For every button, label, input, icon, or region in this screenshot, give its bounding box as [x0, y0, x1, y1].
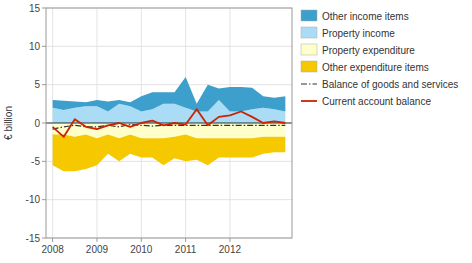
tick	[185, 238, 186, 242]
legend-label: Other expenditure items	[322, 62, 429, 73]
tick	[42, 199, 46, 200]
legend-label: Balance of goods and services	[322, 79, 458, 90]
area	[53, 135, 286, 172]
plot-area	[46, 77, 292, 171]
line	[53, 109, 286, 137]
grid	[46, 8, 292, 238]
tick	[42, 238, 46, 239]
legend-swatch	[301, 44, 317, 55]
legend-swatch	[301, 100, 317, 102]
legend-swatch	[301, 10, 317, 21]
tick	[42, 46, 46, 47]
tick-label: 0	[34, 118, 40, 129]
tick-label: -5	[31, 156, 40, 167]
grid-line	[46, 84, 292, 85]
tick	[229, 238, 230, 242]
legend-label: Current account balance	[322, 96, 431, 107]
tick	[42, 84, 46, 85]
tick	[141, 238, 142, 242]
tick-label: 2011	[175, 244, 197, 255]
legend-swatch	[301, 83, 317, 84]
legend-label: Property expenditure	[322, 45, 415, 56]
legend: Other income items Property income Propert…	[301, 10, 458, 107]
tick-label: 15	[29, 3, 41, 14]
chart: -15 -10 -5 0 5 10 15 2008 2009 2010 2011 2012 € bill…	[0, 0, 472, 263]
axis-label: € billion	[3, 106, 14, 140]
legend-label: Property income	[322, 28, 395, 39]
tick-label: -15	[26, 233, 41, 244]
tick-label: -10	[26, 194, 41, 205]
plot-frame	[46, 8, 292, 238]
tick-label: 2010	[130, 244, 153, 255]
tick	[42, 161, 46, 162]
tick	[42, 123, 46, 124]
grid-line	[46, 199, 292, 200]
tick	[52, 238, 53, 242]
tick-label: 2012	[219, 244, 242, 255]
tick-label: 5	[34, 79, 40, 90]
area	[53, 77, 286, 112]
tick-label: 2009	[86, 244, 109, 255]
grid-line	[46, 46, 292, 47]
tick-label: 2008	[42, 244, 65, 255]
legend-swatch	[301, 27, 317, 38]
tick	[96, 238, 97, 242]
legend-swatch	[301, 61, 317, 72]
tick-label: 10	[29, 41, 41, 52]
tick	[42, 8, 46, 9]
legend-label: Other income items	[322, 11, 409, 22]
